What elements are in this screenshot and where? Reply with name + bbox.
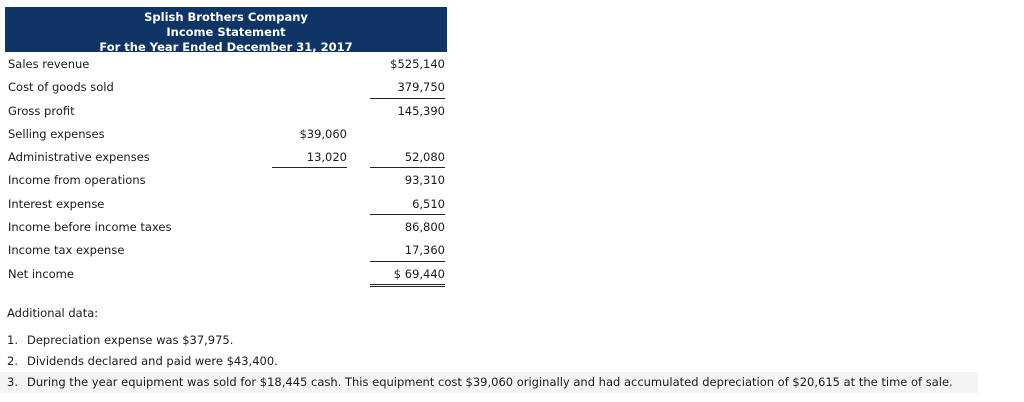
row-net-income: Net income $ 69,440 (5, 262, 447, 287)
item-text: During the year equipment was sold for $… (27, 375, 953, 389)
row-income-from-operations: Income from operations 93,310 (5, 168, 447, 191)
statement-header: Splish Brothers Company Income Statement… (5, 7, 447, 54)
underline (370, 260, 445, 262)
row-income-before-taxes: Income before income taxes 86,800 (5, 215, 447, 238)
row-col2: $525,140 (390, 57, 445, 71)
row-col1: 13,020 (306, 150, 347, 165)
row-cost-of-goods-sold: Cost of goods sold 379,750 (5, 75, 447, 99)
row-label: Sales revenue (8, 57, 90, 71)
row-label: Income before income taxes (8, 220, 172, 235)
list-item: 2. Dividends declared and paid were $43,4… (0, 351, 978, 372)
row-administrative-expenses: Administrative expenses 13,020 52,080 (5, 145, 447, 169)
item-number: 1. (7, 333, 18, 347)
additional-data-title: Additional data: (7, 306, 99, 320)
double-underline (370, 283, 445, 287)
row-label: Interest expense (8, 196, 105, 211)
row-sales-revenue: Sales revenue $525,140 (5, 52, 447, 75)
row-col2: 93,310 (404, 173, 445, 188)
row-label: Income from operations (8, 173, 146, 188)
item-number: 2. (7, 354, 18, 368)
row-col2: 145,390 (397, 103, 445, 118)
row-col2: 379,750 (397, 80, 445, 95)
row-label: Selling expenses (8, 126, 105, 141)
row-col2: 6,510 (412, 196, 445, 211)
row-gross-profit: Gross profit 145,390 (5, 99, 447, 122)
item-number: 3. (7, 375, 18, 389)
list-item: 3. During the year equipment was sold for… (0, 372, 978, 393)
row-col2: 86,800 (404, 220, 445, 235)
underline (370, 97, 445, 99)
statement-period: For the Year Ended December 31, 2017 (99, 40, 353, 54)
underline (370, 167, 445, 169)
row-col2: $ 69,440 (393, 266, 445, 281)
underline (272, 167, 347, 169)
row-col2: 52,080 (404, 150, 445, 165)
row-label: Administrative expenses (8, 150, 150, 165)
additional-data-list: 1. Depreciation expense was $37,975. 2. Di… (0, 330, 978, 393)
row-interest-expense: Interest expense 6,510 (5, 192, 447, 216)
underline (370, 214, 445, 216)
row-income-tax-expense: Income tax expense 17,360 (5, 238, 447, 262)
item-text: Depreciation expense was $37,975. (27, 333, 234, 347)
statement-title: Income Statement (166, 25, 286, 39)
row-label: Gross profit (8, 103, 75, 118)
row-selling-expenses: Selling expenses $39,060 (5, 122, 447, 145)
row-col1: $39,060 (299, 126, 347, 141)
company-name: Splish Brothers Company (144, 10, 308, 24)
row-label: Net income (8, 266, 74, 281)
list-item: 1. Depreciation expense was $37,975. (0, 330, 978, 351)
row-label: Cost of goods sold (8, 80, 114, 95)
item-text: Dividends declared and paid were $43,400… (27, 354, 278, 368)
row-col2: 17,360 (404, 243, 445, 258)
row-label: Income tax expense (8, 243, 125, 258)
income-statement: Splish Brothers Company Income Statement… (5, 7, 447, 287)
